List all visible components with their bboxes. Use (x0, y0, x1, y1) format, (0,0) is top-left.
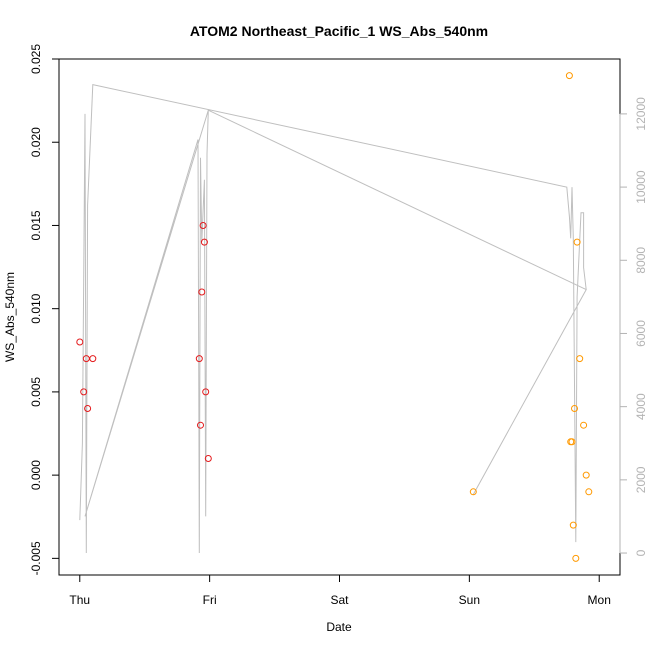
data-point (580, 421, 588, 429)
right-tick-label: 10000 (634, 170, 648, 204)
x-tick-label: Sat (330, 593, 349, 607)
x-tick-label: Sun (459, 593, 480, 607)
data-point (576, 355, 584, 363)
right-tick-label: 0 (634, 549, 648, 556)
x-tick-label: Thu (69, 593, 90, 607)
data-point (76, 338, 84, 346)
data-point (572, 554, 580, 562)
data-point (568, 438, 576, 446)
data-point (199, 222, 207, 229)
data-point (195, 355, 203, 363)
y-tick-label: 0.020 (29, 127, 43, 157)
x-tick-label: Mon (588, 593, 611, 607)
data-point (582, 471, 590, 479)
right-tick-label: 4000 (634, 393, 648, 420)
y-tick-label: 0.025 (29, 44, 43, 74)
data-point (198, 288, 206, 296)
x-axis-label: Date (326, 620, 352, 634)
y-tick-label: -0.005 (29, 541, 43, 575)
data-point (197, 421, 204, 429)
chart-title: ATOM2 Northeast_Pacific_1 WS_Abs_540nm (190, 23, 488, 39)
data-point (202, 388, 210, 396)
y-tick-label: 0.000 (29, 460, 43, 490)
secondary-line-layer (79, 83, 587, 554)
x-tick-label: Fri (203, 593, 217, 607)
y-tick-label: 0.010 (29, 293, 43, 323)
data-point (469, 488, 477, 496)
right-tick-label: 6000 (634, 320, 648, 347)
right-tick-label: 12000 (634, 97, 648, 131)
data-point (80, 388, 88, 396)
data-point (84, 405, 92, 412)
data-point (89, 355, 97, 363)
data-point (200, 238, 208, 246)
y-axis: -0.005 0.000 0.005 0.010 0.015 0.020 0.025 (29, 44, 60, 575)
data-point (565, 72, 573, 80)
data-point (569, 521, 577, 529)
right-tick-label: 2000 (634, 466, 648, 493)
y-axis-label: WS_Abs_540nm (3, 272, 17, 362)
x-axis: Thu Fri Sat Sun Mon (69, 574, 611, 607)
right-axis: 0 2000 4000 6000 8000 10000 12000 (619, 97, 648, 556)
data-point (585, 488, 593, 496)
y-tick-label: 0.005 (29, 377, 43, 407)
secondary-series-line (79, 83, 587, 554)
data-point (573, 238, 581, 246)
points-layer (76, 72, 593, 562)
right-tick-label: 8000 (634, 247, 648, 274)
data-point (571, 405, 578, 412)
y-tick-label: 0.015 (29, 210, 43, 240)
data-point (204, 455, 212, 462)
